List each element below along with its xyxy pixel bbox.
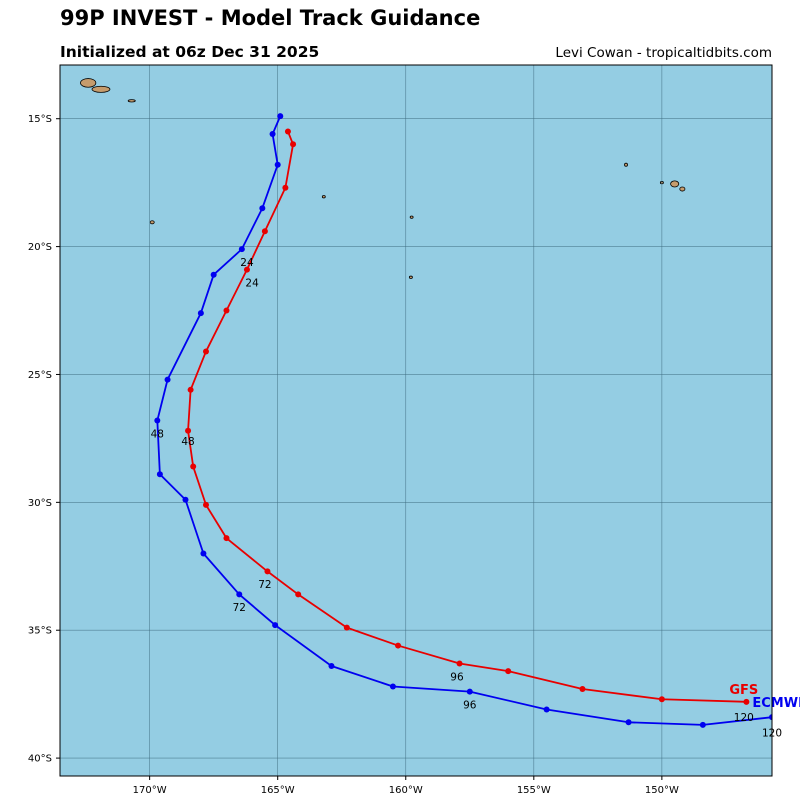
ecmwf-track-point [389, 683, 396, 690]
gfs-track-point [505, 668, 512, 675]
ecmwf-track-point [200, 550, 207, 557]
chart-title: 99P INVEST - Model Track Guidance [60, 6, 481, 30]
lat-tick-label: 35°S [28, 626, 52, 637]
gfs-track-point [243, 266, 250, 273]
hour-labels: 24487296120GFS24487296120ECMWF [151, 257, 800, 740]
gfs-track-point [190, 463, 197, 470]
island-raiatea [624, 162, 628, 167]
gfs-track-point [284, 128, 291, 135]
gfs-track-point [202, 348, 209, 355]
gfs-track-point [395, 642, 402, 649]
lat-tick-label: 15°S [28, 114, 52, 125]
island-samoa-savaii [80, 78, 97, 88]
gfs-hour-label: 48 [181, 436, 194, 448]
gfs-track-point [743, 698, 750, 705]
chart-subtitle: Initialized at 06z Dec 31 2025 [60, 43, 320, 61]
ecmwf-track-point [466, 688, 473, 695]
map-frame [59, 64, 773, 777]
gfs-track-point [579, 686, 586, 693]
ecmwf-track-point [277, 113, 284, 120]
gfs-track-point [185, 427, 192, 434]
gfs-track-point [223, 307, 230, 314]
lon-tick-label: 165°W [261, 785, 295, 796]
island-aitutaki [409, 215, 414, 219]
ecmwf-hour-label: 96 [463, 699, 477, 711]
lat-tick-label: 40°S [28, 754, 52, 765]
lon-tick-label: 155°W [517, 785, 551, 796]
gfs-track-point [343, 624, 350, 631]
gfs-track-point [295, 591, 302, 598]
gfs-model-label: GFS [729, 683, 758, 698]
ecmwf-track-point [154, 417, 161, 424]
gfs-hour-label: 24 [245, 277, 259, 289]
ecmwf-track-point [210, 271, 217, 278]
lon-tick-label: 150°W [645, 785, 679, 796]
ecmwf-track-point [182, 496, 189, 503]
credit-text: Levi Cowan - tropicaltidbits.com [555, 45, 772, 61]
ecmwf-hour-label: 24 [240, 257, 254, 269]
gfs-track-point [282, 184, 289, 191]
gfs-track-point [658, 696, 665, 703]
gfs-track-point [202, 501, 209, 508]
lon-tick-label: 170°W [133, 785, 167, 796]
grid-lines [60, 65, 772, 776]
island-rarotonga [408, 275, 413, 279]
gfs-track-point [456, 660, 463, 667]
ecmwf-track-point [269, 131, 276, 138]
ecmwf-track-point [328, 663, 335, 670]
island-society-b [679, 186, 686, 192]
gfs-track-point [290, 141, 297, 148]
ecmwf-track-point [259, 205, 266, 212]
lat-tick-label: 25°S [28, 370, 52, 381]
gfs-hour-label: 120 [734, 712, 754, 724]
gfs-track-point [264, 568, 271, 575]
ecmwf-track-point [197, 310, 204, 317]
gfs-hour-label: 72 [258, 579, 271, 591]
ecmwf-hour-label: 72 [233, 602, 246, 614]
ecmwf-track-point [543, 706, 550, 713]
island-tutuila [127, 99, 136, 103]
island-samoa-upolu [91, 85, 111, 93]
ecmwf-track-point [272, 622, 279, 629]
gfs-track-point [223, 535, 230, 542]
ecmwf-track-point [769, 714, 772, 721]
ecmwf-track-point [699, 721, 706, 728]
lon-tick-label: 160°W [389, 785, 423, 796]
island-society-a [670, 180, 680, 188]
ecmwf-track-point [625, 719, 632, 726]
lat-tick-label: 20°S [28, 242, 52, 253]
island-niue [149, 220, 155, 225]
lat-tick-label: 30°S [28, 498, 52, 509]
ecmwf-track-point [274, 161, 281, 168]
island-palmerston [321, 195, 326, 199]
land-layer [80, 78, 686, 279]
ecmwf-track-point [238, 246, 245, 253]
ecmwf-track-point [156, 471, 163, 478]
axis-ticks: 170°W 165°W 160°W 155°W 150°W 15°S 20°S 25°S 30°… [28, 114, 679, 796]
gfs-track-point [261, 228, 268, 235]
ecmwf-model-label: ECMWF [752, 696, 800, 711]
ecmwf-track-point [164, 376, 171, 383]
ecmwf-hour-label: 48 [151, 428, 164, 440]
model-tracks [154, 113, 772, 728]
ocean-area [60, 65, 772, 776]
gfs-track-point [187, 386, 194, 393]
ecmwf-track-point [236, 591, 243, 598]
gfs-hour-label: 96 [450, 671, 464, 683]
